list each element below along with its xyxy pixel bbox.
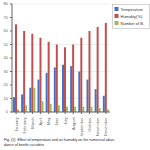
svg-text:November: November — [95, 117, 100, 136]
svg-text:Humidity(%): Humidity(%) — [121, 14, 143, 19]
svg-text:April: April — [38, 117, 43, 125]
svg-text:80: 80 — [8, 1, 9, 6]
svg-text:50: 50 — [8, 42, 9, 47]
svg-text:June: June — [54, 117, 59, 126]
svg-text:March: March — [30, 118, 35, 129]
svg-text:September: September — [79, 117, 84, 136]
svg-text:December: December — [103, 117, 108, 136]
svg-text:Number of B.: Number of B. — [121, 21, 143, 26]
svg-text:60: 60 — [8, 28, 9, 33]
svg-text:May: May — [46, 118, 51, 126]
svg-text:January: January — [14, 118, 19, 132]
svg-text:70: 70 — [8, 15, 9, 20]
svg-text:0: 0 — [8, 109, 9, 114]
svg-text:Temperature: Temperature — [121, 7, 143, 12]
svg-text:40: 40 — [8, 55, 9, 60]
svg-text:February: February — [22, 118, 27, 134]
svg-text:dance of beetle cucurbits: dance of beetle cucurbits — [8, 143, 44, 147]
svg-text:20: 20 — [8, 82, 9, 87]
svg-text:Fig. (5) Effect of temperatur: Fig. (5) Effect of temperature and air h… — [8, 138, 116, 142]
svg-text:10: 10 — [8, 96, 9, 101]
svg-text:30: 30 — [8, 69, 9, 74]
svg-text:October: October — [87, 117, 92, 132]
svg-text:July: July — [63, 118, 68, 125]
svg-text:August: August — [71, 117, 76, 130]
